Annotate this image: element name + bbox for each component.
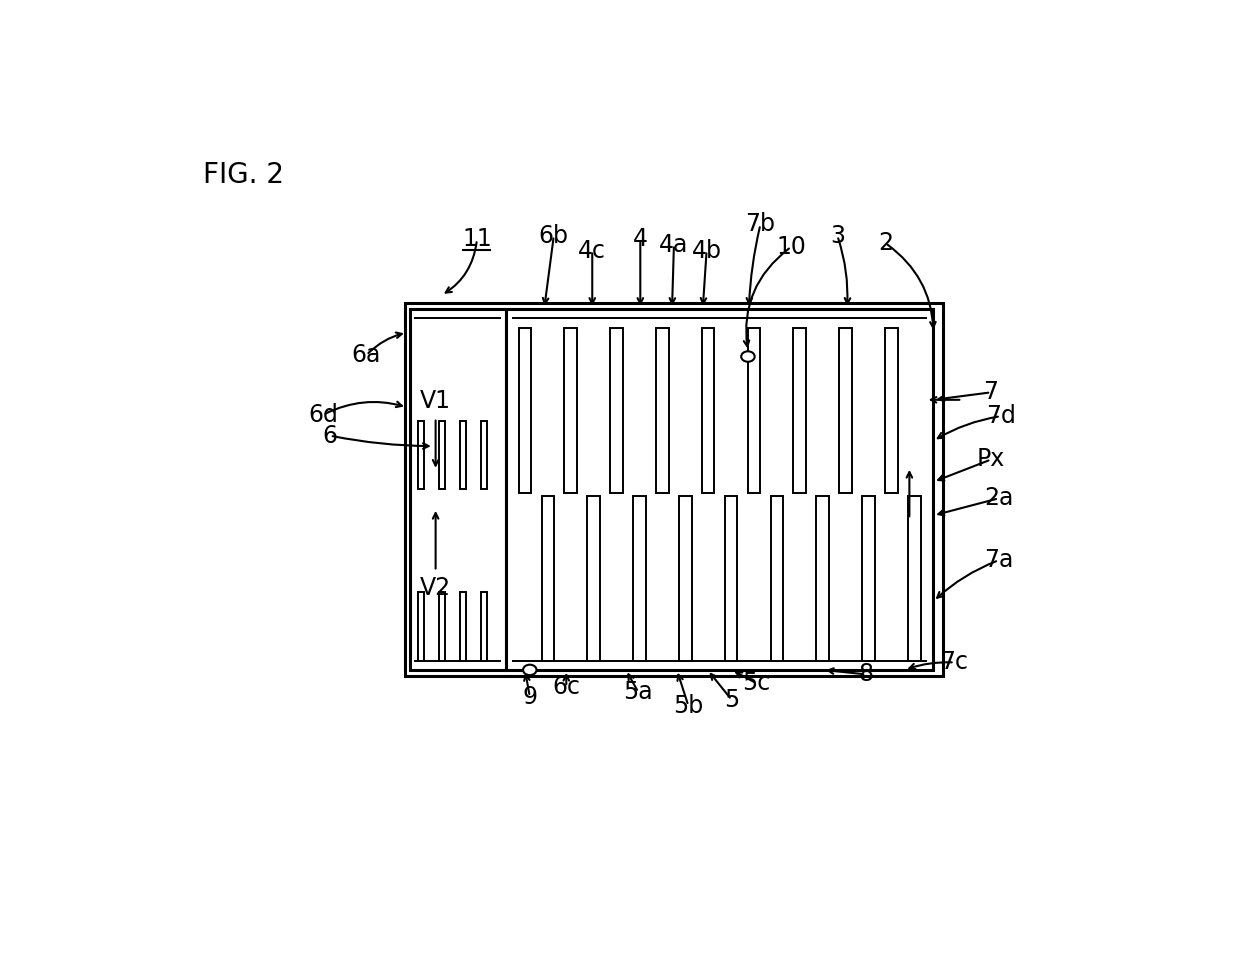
Text: 6a: 6a (352, 343, 381, 367)
Text: 5b: 5b (673, 694, 703, 718)
Bar (610, 328, 622, 493)
Circle shape (742, 352, 755, 361)
Bar (816, 496, 830, 661)
Bar (564, 328, 577, 493)
Bar (680, 496, 692, 661)
Bar (748, 328, 760, 493)
Bar (542, 496, 554, 661)
Text: 6: 6 (322, 423, 337, 448)
Bar (460, 421, 466, 489)
Text: 6d: 6d (309, 403, 339, 426)
Text: 4c: 4c (578, 238, 606, 263)
Text: 3: 3 (830, 224, 844, 248)
Bar (418, 592, 424, 661)
Circle shape (523, 665, 537, 675)
Text: 4a: 4a (660, 233, 688, 257)
Text: 9: 9 (522, 685, 537, 708)
Text: 7: 7 (983, 381, 998, 404)
Text: 5c: 5c (743, 672, 771, 696)
Text: Px: Px (977, 448, 1006, 472)
Text: 7d: 7d (986, 404, 1016, 428)
Bar (794, 328, 806, 493)
Text: 5a: 5a (624, 680, 653, 704)
Text: 2a: 2a (985, 486, 1013, 511)
Text: 6b: 6b (539, 224, 569, 248)
Bar (439, 421, 445, 489)
Bar (862, 496, 874, 661)
Bar (409, 309, 506, 670)
Text: 10: 10 (776, 234, 806, 259)
Bar (634, 496, 646, 661)
Bar (418, 421, 424, 489)
Bar (439, 592, 445, 661)
Bar (770, 496, 784, 661)
Bar (885, 328, 898, 493)
Bar (588, 496, 600, 661)
Bar (506, 309, 934, 670)
Text: V1: V1 (420, 390, 451, 414)
Text: 11: 11 (463, 228, 492, 251)
Bar (702, 328, 714, 493)
Text: 6c: 6c (552, 675, 580, 699)
Bar (839, 328, 852, 493)
Bar (908, 496, 920, 661)
Bar (481, 421, 487, 489)
Text: 4: 4 (632, 228, 647, 251)
Text: 8: 8 (858, 663, 874, 686)
Text: 4b: 4b (692, 238, 722, 263)
Text: 7c: 7c (941, 650, 968, 674)
Bar (724, 496, 738, 661)
Text: 7a: 7a (985, 548, 1013, 573)
Bar (460, 592, 466, 661)
Text: V2: V2 (420, 576, 451, 600)
Text: 5: 5 (724, 688, 739, 712)
Bar (656, 328, 668, 493)
Text: 2: 2 (878, 232, 893, 255)
Text: FIG. 2: FIG. 2 (203, 161, 284, 189)
Bar (481, 592, 487, 661)
Bar (404, 302, 944, 676)
Text: 7b: 7b (745, 212, 775, 236)
Bar (518, 328, 531, 493)
